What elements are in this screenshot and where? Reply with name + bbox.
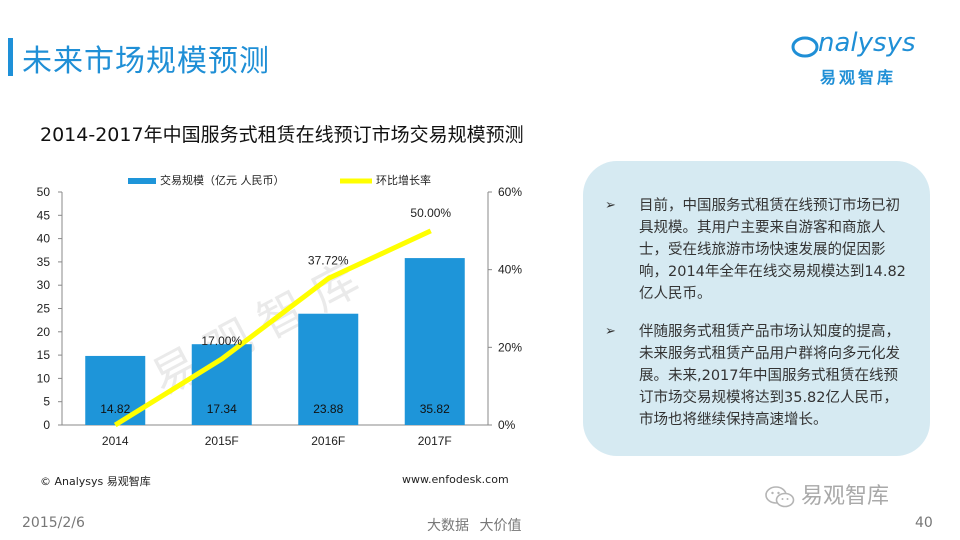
logo-swoosh-icon bbox=[791, 36, 819, 58]
y-left-tick-label: 20 bbox=[37, 325, 51, 339]
y-left-tick-label: 25 bbox=[37, 302, 51, 316]
page-number: 40 bbox=[915, 515, 933, 531]
line-value-label: 17.00% bbox=[201, 334, 242, 348]
legend-bar-label: 交易规模（亿元 人民币） bbox=[160, 173, 285, 187]
y-left-tick-label: 35 bbox=[37, 255, 51, 269]
analysis-text-2: 伴随服务式租赁产品市场认知度的提高，未来服务式租赁产品用户群将向多元化发展。未来… bbox=[639, 324, 900, 428]
growth-rate-line bbox=[113, 228, 432, 428]
page-title: 未来市场规模预测 bbox=[22, 44, 270, 79]
y-right-tick-label: 40% bbox=[498, 263, 522, 277]
arrow-bullet-icon: ➢ bbox=[605, 324, 616, 339]
logo-text-en: nalysys bbox=[818, 28, 916, 58]
analysis-bullet-1: ➢ 目前，中国服务式租赁在线预订市场已初具规模。其用户主要来自游客和商旅人士，受… bbox=[605, 195, 908, 305]
y-right-tick-label: 20% bbox=[498, 340, 522, 354]
x-tick-label: 2016F bbox=[311, 434, 345, 448]
legend-line-label: 环比增长率 bbox=[376, 173, 431, 187]
legend-bar-swatch bbox=[128, 178, 156, 184]
y-left-tick-label: 5 bbox=[43, 395, 50, 409]
logo-text-cn: 易观智库 bbox=[820, 68, 897, 87]
footer-date: 2015/2/6 bbox=[22, 515, 85, 531]
chart-source: © Analysys 易观智库 bbox=[40, 475, 151, 488]
y-left-tick-label: 45 bbox=[37, 208, 51, 222]
x-tick-label: 2015F bbox=[205, 434, 239, 448]
bar-2017F bbox=[404, 258, 465, 425]
y-left-tick-label: 50 bbox=[37, 185, 51, 199]
y-left-tick-label: 15 bbox=[37, 348, 51, 362]
y-left-tick-label: 40 bbox=[37, 232, 51, 246]
bar-value-label: 17.34 bbox=[207, 402, 237, 416]
line-value-label: 50.00% bbox=[410, 206, 451, 220]
y-right-tick-label: 60% bbox=[498, 185, 522, 199]
title-accent-bar bbox=[8, 38, 13, 76]
bar-value-label: 14.82 bbox=[100, 402, 130, 416]
bar-value-label: 23.88 bbox=[313, 402, 343, 416]
footer-slogan: 大数据 大价值 bbox=[427, 518, 522, 534]
x-tick-label: 2017F bbox=[418, 434, 452, 448]
y-left-tick-label: 30 bbox=[37, 278, 51, 292]
wechat-label: 易观智库 bbox=[765, 478, 889, 510]
y-left-tick-label: 10 bbox=[37, 371, 51, 385]
x-tick-label: 2014 bbox=[102, 434, 129, 448]
analysis-text-1: 目前，中国服务式租赁在线预订市场已初具规模。其用户主要来自游客和商旅人士，受在线… bbox=[639, 198, 906, 302]
wechat-icon bbox=[765, 486, 795, 508]
chart: 0 5 10 15 20 25 30 35 40 45 50 0% 20% 40% 60% 14.82 17.3… bbox=[37, 173, 523, 448]
chart-website: www.enfodesk.com bbox=[402, 473, 509, 486]
analysis-bullet-2: ➢ 伴随服务式租赁产品市场认知度的提高，未来服务式租赁产品用户群将向多元化发展。… bbox=[605, 321, 908, 431]
y-right-tick-label: 0% bbox=[498, 418, 516, 432]
analysys-logo: nalysys 易观智库 bbox=[790, 28, 940, 88]
chart-title: 2014-2017年中国服务式租赁在线预订市场交易规模预测 bbox=[40, 124, 524, 146]
bar-value-label: 35.82 bbox=[420, 402, 450, 416]
arrow-bullet-icon: ➢ bbox=[605, 198, 616, 213]
analysis-panel: ➢ 目前，中国服务式租赁在线预订市场已初具规模。其用户主要来自游客和商旅人士，受… bbox=[583, 161, 930, 456]
wechat-text: 易观智库 bbox=[801, 484, 890, 509]
line-value-label: 37.72% bbox=[308, 254, 349, 268]
y-left-tick-label: 0 bbox=[43, 418, 50, 432]
bar-2016F bbox=[298, 313, 359, 425]
